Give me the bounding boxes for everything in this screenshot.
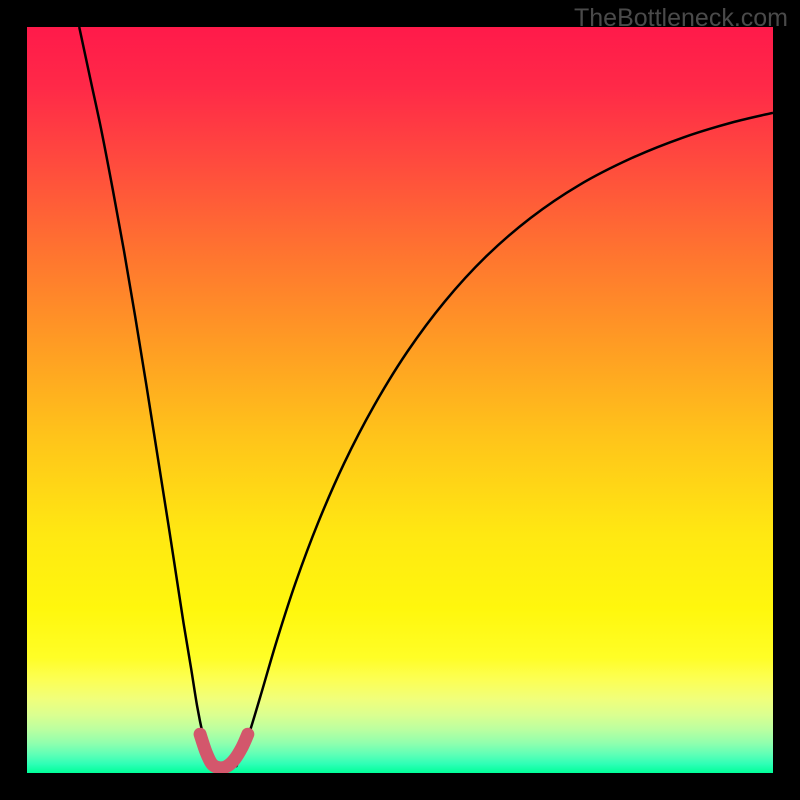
chart-svg [27, 27, 773, 773]
plot-area [27, 27, 773, 773]
chart-container: TheBottleneck.com [0, 0, 800, 800]
watermark-text: TheBottleneck.com [574, 4, 788, 33]
